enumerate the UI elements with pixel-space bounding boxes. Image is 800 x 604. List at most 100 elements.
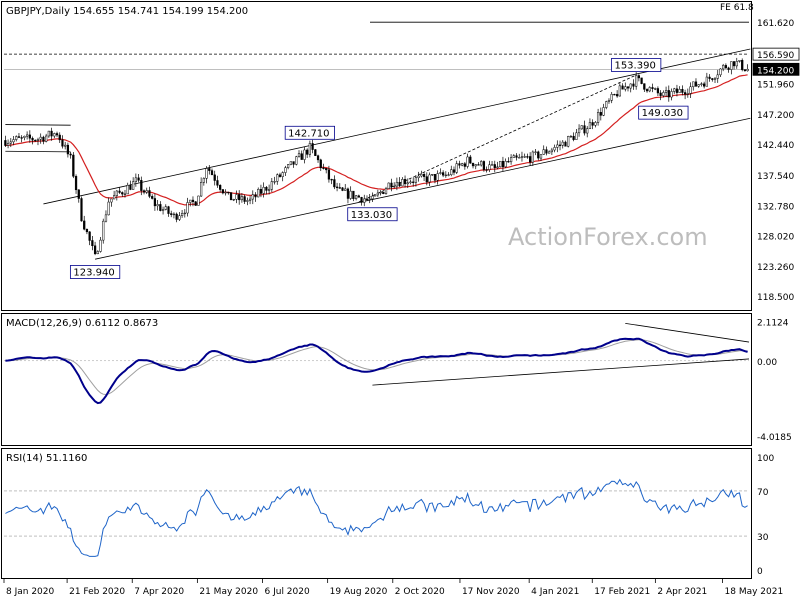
candle-body xyxy=(333,179,336,188)
macd-panel-frame xyxy=(1,313,752,446)
candle-body xyxy=(678,89,681,93)
candle-body xyxy=(724,65,728,69)
candle-body xyxy=(577,128,581,134)
candle-body xyxy=(287,164,290,168)
resistance-price-tag xyxy=(752,47,800,61)
rsi-layer xyxy=(4,478,749,557)
price-annotation-box xyxy=(611,58,662,72)
candle-body xyxy=(596,112,600,123)
candle-body xyxy=(229,192,233,201)
candle-body xyxy=(248,198,252,201)
candle-body xyxy=(85,228,89,233)
candle-body xyxy=(216,180,219,186)
candle-body xyxy=(349,190,352,199)
early-range-top-line xyxy=(5,124,71,126)
candle-body xyxy=(88,231,91,241)
x-tick-label: 19 Aug 2020 xyxy=(330,587,388,597)
price-annotation-label: 142.710 xyxy=(288,128,329,139)
candle-body xyxy=(727,67,730,70)
candle-body xyxy=(466,156,469,167)
price-annotation-box xyxy=(284,125,335,140)
candle-body xyxy=(137,177,140,181)
candle-body xyxy=(509,157,513,163)
candle-body xyxy=(542,149,545,155)
candle-body xyxy=(77,189,80,199)
candle-body xyxy=(599,112,602,116)
price-annotation-box xyxy=(347,207,398,222)
candle-body xyxy=(74,176,78,191)
candle-body xyxy=(42,136,45,142)
candle-body xyxy=(58,134,61,141)
x-tick-label: 4 Jan 2021 xyxy=(531,587,579,597)
candle-body xyxy=(325,168,328,171)
candle-body xyxy=(172,213,176,216)
moving-average-line xyxy=(5,74,748,206)
candle-body xyxy=(616,94,619,97)
candle-body xyxy=(548,151,551,154)
candle-body xyxy=(360,197,363,203)
candle-body xyxy=(439,172,442,174)
candle-body xyxy=(425,176,428,183)
candle-body xyxy=(713,78,717,80)
candle-body xyxy=(379,191,382,194)
candle-body xyxy=(681,89,684,93)
candle-body xyxy=(221,189,224,194)
candle-body xyxy=(515,155,518,158)
candle-body xyxy=(624,86,627,90)
candle-body xyxy=(319,159,322,169)
candle-body xyxy=(178,215,181,220)
candle-body xyxy=(357,195,360,198)
candle-body xyxy=(403,179,407,185)
x-tick-label: 17 Feb 2021 xyxy=(594,587,650,597)
rsi-line xyxy=(5,478,748,557)
candle-body xyxy=(262,186,265,194)
candle-body xyxy=(504,160,507,168)
candle-body xyxy=(344,188,347,191)
candle-body xyxy=(746,68,749,72)
x-tick-label: 8 Jan 2020 xyxy=(6,587,54,597)
candle-body xyxy=(115,190,118,196)
candle-body xyxy=(164,206,167,210)
x-tick-label: 2 Apr 2021 xyxy=(657,587,707,597)
candle-body xyxy=(197,195,200,206)
rsi-tick-label: 30 xyxy=(757,533,769,543)
candle-body xyxy=(227,191,230,194)
candle-body xyxy=(526,156,529,158)
candle-body xyxy=(61,139,64,147)
candle-body xyxy=(428,174,431,183)
candle-body xyxy=(314,149,317,156)
candle-body xyxy=(458,163,461,166)
candle-body xyxy=(25,134,29,137)
macd-tick-label: -4.0185 xyxy=(757,433,792,443)
candle-body xyxy=(273,181,276,183)
candle-body xyxy=(83,220,86,230)
candle-body xyxy=(50,130,53,137)
x-tick-label: 21 May 2020 xyxy=(199,587,258,597)
candle-body xyxy=(72,154,75,177)
candle-body xyxy=(401,179,404,187)
candle-body xyxy=(488,164,491,170)
candle-body xyxy=(496,166,499,169)
candle-body xyxy=(12,139,15,143)
candle-body xyxy=(20,137,23,139)
candle-body xyxy=(306,149,309,155)
candle-body xyxy=(686,93,689,95)
candle-body xyxy=(700,83,703,85)
candle-body xyxy=(591,122,594,126)
macd-tick-label: 2.1124 xyxy=(757,318,789,328)
price-tick-label: 151.960 xyxy=(757,81,794,91)
candle-body xyxy=(243,196,246,202)
candle-body xyxy=(635,75,638,87)
candle-body xyxy=(210,170,214,176)
candle-body xyxy=(9,141,12,144)
candle-body xyxy=(463,163,466,167)
candle-body xyxy=(278,174,282,177)
current-price-tag xyxy=(752,62,800,76)
candle-body xyxy=(732,61,736,67)
candle-body xyxy=(632,83,635,87)
candle-body xyxy=(23,135,26,138)
candle-body xyxy=(558,144,562,146)
rsi-tick-label: 0 xyxy=(757,567,763,577)
